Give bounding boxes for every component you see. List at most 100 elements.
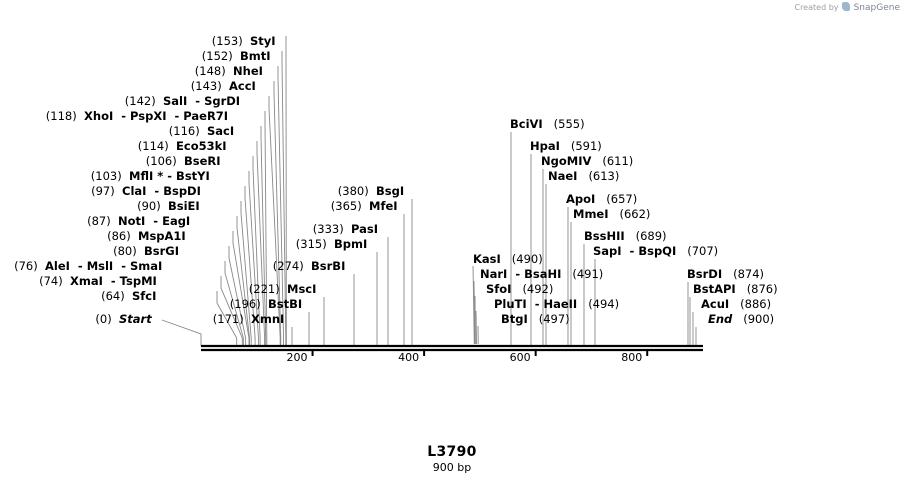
axis-tick-label: 400 <box>398 351 420 364</box>
site-connector <box>232 231 250 346</box>
site-position: (591) <box>570 139 602 153</box>
sequence-backbone <box>201 344 703 356</box>
site-position: (274) <box>272 259 304 273</box>
site-name: BsrGI <box>144 244 179 258</box>
site-position: (315) <box>295 237 327 251</box>
site-label: (365) MfeI <box>331 200 398 213</box>
site-connector <box>264 111 268 346</box>
site-label: NgoMIV (611) <box>541 155 633 168</box>
site-position: (874) <box>733 267 765 281</box>
credit-brand: SnapGene <box>853 3 900 13</box>
site-position: (662) <box>619 207 651 221</box>
site-position: (74) <box>39 274 63 288</box>
site-label: (90) BsiEI <box>137 200 200 213</box>
site-name: XmaI - TspMI <box>70 274 157 288</box>
site-name: BseRI <box>184 154 221 168</box>
site-label: (76) AleI - MslI - SmaI <box>14 260 162 273</box>
snapgene-logo-icon <box>842 2 851 11</box>
site-position: (492) <box>522 282 554 296</box>
site-name: SfoI <box>486 282 512 296</box>
site-name: BmtI <box>240 49 271 63</box>
site-position: (380) <box>337 184 369 198</box>
site-connector <box>475 310 477 345</box>
site-label: (380) BsgI <box>338 185 404 198</box>
site-name: HpaI <box>530 139 560 153</box>
site-name: SapI - BspQI <box>593 244 677 258</box>
site-name: ClaI - BspDI <box>122 184 201 198</box>
site-connector <box>268 96 281 346</box>
site-connector <box>228 246 247 346</box>
site-label: (143) AccI <box>191 80 256 93</box>
site-position: (90) <box>137 199 161 213</box>
site-connector <box>277 66 285 346</box>
site-connector <box>252 156 261 346</box>
site-name: MmeI <box>573 207 609 221</box>
site-connector <box>161 319 202 346</box>
site-label: (103) MflI * - BstYI <box>91 170 210 183</box>
site-label: End (900) <box>708 313 774 326</box>
site-name: BsgI <box>376 184 405 198</box>
site-label: (87) NotI - EagI <box>87 215 190 228</box>
site-connector <box>224 261 244 346</box>
site-label: (0) Start <box>95 313 151 326</box>
site-connector <box>244 186 256 346</box>
site-label: (142) SalI - SgrDI <box>125 95 240 108</box>
site-label: BssHII (689) <box>584 230 667 243</box>
site-name: MflI * - BstYI <box>129 169 210 183</box>
site-name: AcuI <box>701 297 730 311</box>
site-name: PluTI - HaeII <box>494 297 578 311</box>
site-name: NarI - BsaHI <box>480 267 562 281</box>
site-label: BsrDI (874) <box>687 268 764 281</box>
site-name: AccI <box>229 79 256 93</box>
site-name: PasI <box>351 222 379 236</box>
site-name: XhoI - PspXI - PaeR7I <box>84 109 229 123</box>
site-connector <box>260 126 267 346</box>
site-position: (116) <box>168 124 200 138</box>
site-label: (148) NheI <box>195 65 263 78</box>
site-position: (76) <box>14 259 38 273</box>
site-name: MspA1I <box>138 229 186 243</box>
sequence-name: L3790 <box>427 444 477 460</box>
site-position: (0) <box>95 312 112 326</box>
site-name: BtgI <box>501 312 528 326</box>
site-name: NgoMIV <box>541 154 592 168</box>
site-position: (900) <box>743 312 775 326</box>
site-label: (86) MspA1I <box>107 230 186 243</box>
site-position: (689) <box>635 229 667 243</box>
site-label: SfoI (492) <box>486 283 553 296</box>
site-name: MscI <box>287 282 317 296</box>
site-position: (103) <box>90 169 122 183</box>
site-position: (153) <box>211 34 243 48</box>
site-name: StyI <box>250 34 276 48</box>
site-name: NotI - EagI <box>118 214 191 228</box>
site-name: ApoI <box>566 192 596 206</box>
site-name: MfeI <box>369 199 398 213</box>
site-label: (97) ClaI - BspDI <box>91 185 201 198</box>
site-position: (657) <box>606 192 638 206</box>
site-name: BciVI <box>510 117 543 131</box>
site-name: BsrDI <box>687 267 723 281</box>
site-connector <box>256 141 266 346</box>
site-position: (171) <box>212 312 244 326</box>
site-position: (707) <box>687 244 719 258</box>
site-connector <box>248 171 259 346</box>
site-name: End <box>708 312 733 326</box>
site-name: Start <box>119 312 152 326</box>
site-label: (74) XmaI - TspMI <box>39 275 157 288</box>
site-connector <box>220 276 243 346</box>
site-label: (274) BsrBI <box>273 260 346 273</box>
site-name: BsrBI <box>311 259 346 273</box>
site-position: (555) <box>553 117 585 131</box>
site-label: (152) BmtI <box>202 50 271 63</box>
site-position: (143) <box>190 79 222 93</box>
site-position: (64) <box>101 289 125 303</box>
site-connector <box>236 216 250 346</box>
site-position: (196) <box>229 297 261 311</box>
site-name: Eco53kI <box>176 139 227 153</box>
site-position: (87) <box>87 214 111 228</box>
site-position: (497) <box>538 312 570 326</box>
site-name: BstAPI <box>693 282 736 296</box>
site-position: (221) <box>248 282 280 296</box>
site-position: (611) <box>602 154 634 168</box>
site-connector <box>240 201 252 346</box>
